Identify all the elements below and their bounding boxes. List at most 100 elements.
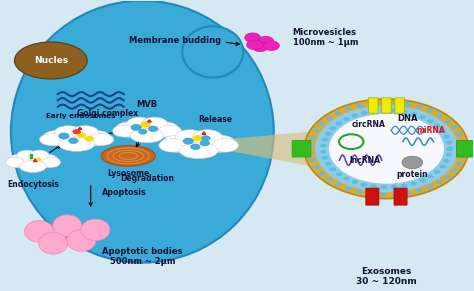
Text: miRNA: miRNA: [417, 125, 446, 134]
Circle shape: [264, 41, 279, 51]
FancyBboxPatch shape: [292, 141, 311, 157]
Circle shape: [336, 172, 342, 176]
Circle shape: [330, 167, 336, 171]
Circle shape: [381, 109, 387, 112]
Circle shape: [444, 175, 451, 179]
Circle shape: [447, 147, 453, 151]
Circle shape: [345, 107, 352, 111]
Ellipse shape: [19, 160, 46, 173]
Circle shape: [361, 183, 367, 187]
Circle shape: [192, 135, 203, 141]
Circle shape: [258, 36, 274, 46]
Ellipse shape: [29, 150, 49, 162]
Circle shape: [335, 183, 341, 187]
FancyBboxPatch shape: [382, 98, 391, 113]
Ellipse shape: [101, 146, 155, 166]
Circle shape: [460, 147, 466, 151]
Circle shape: [309, 136, 316, 140]
Circle shape: [307, 143, 314, 147]
Ellipse shape: [89, 134, 114, 146]
Circle shape: [131, 124, 142, 131]
Circle shape: [392, 193, 399, 197]
Text: Early endosomes: Early endosomes: [46, 113, 116, 119]
Ellipse shape: [127, 117, 152, 130]
Ellipse shape: [39, 134, 64, 146]
Circle shape: [439, 129, 446, 133]
Ellipse shape: [193, 130, 222, 145]
Circle shape: [345, 187, 352, 191]
Ellipse shape: [162, 135, 197, 152]
Circle shape: [451, 168, 457, 172]
Circle shape: [138, 129, 147, 134]
Circle shape: [371, 109, 377, 113]
Circle shape: [77, 132, 86, 138]
Text: Degradation: Degradation: [120, 174, 174, 183]
Circle shape: [434, 124, 440, 128]
Polygon shape: [78, 127, 82, 129]
Circle shape: [326, 178, 333, 182]
Circle shape: [343, 117, 350, 121]
Ellipse shape: [67, 230, 96, 251]
Circle shape: [68, 138, 79, 144]
Ellipse shape: [42, 157, 61, 167]
Circle shape: [307, 150, 314, 155]
Circle shape: [434, 170, 440, 174]
Text: Endocytosis: Endocytosis: [7, 180, 59, 189]
Circle shape: [336, 121, 342, 125]
Circle shape: [182, 138, 194, 145]
Ellipse shape: [81, 219, 110, 241]
Circle shape: [190, 144, 201, 150]
Text: Release: Release: [198, 115, 232, 124]
FancyBboxPatch shape: [369, 98, 378, 113]
Circle shape: [320, 150, 327, 154]
Circle shape: [456, 162, 462, 166]
Circle shape: [343, 177, 350, 180]
Polygon shape: [34, 159, 37, 162]
Circle shape: [443, 135, 450, 139]
Text: Apoptotic bodies
500nm ~ 2μm: Apoptotic bodies 500nm ~ 2μm: [102, 247, 182, 267]
Circle shape: [444, 119, 451, 123]
Ellipse shape: [126, 120, 168, 141]
Ellipse shape: [182, 26, 243, 78]
Ellipse shape: [5, 157, 24, 167]
Circle shape: [309, 158, 316, 162]
Ellipse shape: [212, 139, 238, 152]
Circle shape: [352, 180, 358, 184]
Ellipse shape: [42, 130, 75, 146]
Circle shape: [325, 162, 331, 166]
Ellipse shape: [175, 130, 205, 145]
Circle shape: [458, 154, 465, 158]
Circle shape: [410, 182, 417, 185]
Circle shape: [356, 190, 363, 194]
Circle shape: [380, 193, 387, 197]
Text: MVB: MVB: [137, 100, 157, 109]
Ellipse shape: [17, 150, 37, 162]
Circle shape: [322, 156, 328, 160]
Polygon shape: [221, 132, 309, 166]
FancyBboxPatch shape: [456, 141, 474, 157]
Ellipse shape: [78, 130, 111, 146]
Circle shape: [404, 191, 411, 195]
Circle shape: [246, 40, 263, 50]
FancyBboxPatch shape: [366, 188, 379, 205]
Ellipse shape: [112, 125, 136, 137]
Text: lncRNA: lncRNA: [350, 156, 381, 165]
Circle shape: [371, 184, 377, 188]
Ellipse shape: [174, 133, 223, 156]
Circle shape: [427, 119, 434, 123]
Circle shape: [319, 172, 325, 175]
Circle shape: [361, 111, 367, 115]
Circle shape: [401, 110, 407, 114]
Ellipse shape: [159, 139, 186, 152]
Ellipse shape: [148, 122, 179, 137]
Circle shape: [447, 147, 453, 151]
Ellipse shape: [142, 117, 167, 130]
Ellipse shape: [71, 126, 99, 139]
Circle shape: [352, 113, 358, 118]
Circle shape: [416, 105, 422, 109]
Circle shape: [380, 100, 387, 104]
Text: Nucles: Nucles: [34, 56, 68, 65]
Ellipse shape: [53, 215, 82, 237]
Circle shape: [304, 99, 469, 199]
Circle shape: [436, 180, 443, 184]
